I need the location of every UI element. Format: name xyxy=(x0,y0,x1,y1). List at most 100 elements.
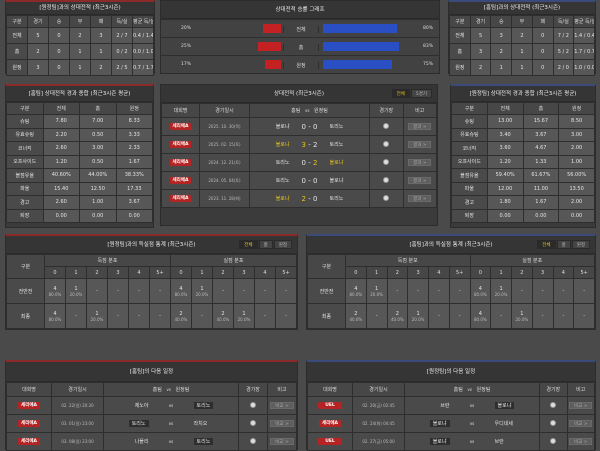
toggle-away[interactable]: 원정 xyxy=(273,240,292,249)
toggle-home[interactable]: 홈 xyxy=(556,240,571,249)
table-cell: 2.33 xyxy=(115,141,153,156)
league-badge[interactable]: 세리에A xyxy=(169,177,192,184)
row-label: 전반전 xyxy=(307,278,346,304)
count: - xyxy=(117,313,119,319)
panel-title: [원정팀]과의 득실점 통계 (최근3시즌) 전체 홈 원정 xyxy=(6,236,297,254)
row-label: 볼점유율 xyxy=(451,168,488,183)
table-cell: 1.4 / 0.4 xyxy=(573,27,595,44)
away-score: 2 xyxy=(312,140,318,149)
league-badge[interactable]: UEL xyxy=(318,402,342,409)
league-badge[interactable]: 세리에A xyxy=(18,402,40,409)
date: 02. 27(금) 05:00 xyxy=(352,432,405,451)
table-cell: 12.00 xyxy=(486,181,524,196)
left-percent: 25% xyxy=(181,44,192,49)
schedule-row: 세리에A 02. 24(화) 04:45 볼로냐 vs 우디네세 비교 > xyxy=(307,414,595,433)
table-cell: 0.00 xyxy=(522,208,560,223)
league-badge[interactable]: 세리에A xyxy=(169,141,192,148)
compare-button[interactable]: 비교 > xyxy=(569,438,593,445)
percent: 40.0% xyxy=(391,316,404,322)
compare-button[interactable]: 비교 > xyxy=(270,402,294,409)
home-header: 홈팀 xyxy=(453,387,463,393)
home-team: 볼로냐 xyxy=(249,189,290,208)
table-cell: - xyxy=(573,278,595,304)
count: 2 xyxy=(354,310,358,317)
table-cell: - xyxy=(552,278,575,304)
header-row: 대회명 경기일시 홈팀 vs 원정팀 경기장 비고 xyxy=(307,382,595,397)
count: 1 xyxy=(95,310,99,317)
toggle-5games[interactable]: 5경기 xyxy=(410,89,432,98)
column-header: 홈팀 vs 원정팀 xyxy=(103,382,239,397)
count: - xyxy=(562,288,565,294)
row-label: 볼점유율 xyxy=(6,168,44,183)
percent: 20.0% xyxy=(90,316,104,322)
column-header: 전체 xyxy=(486,102,524,115)
league-badge[interactable]: 세리에A xyxy=(18,438,40,445)
result-button[interactable]: 결과 > xyxy=(408,195,432,202)
toggle-all[interactable]: 전체 xyxy=(391,89,410,98)
table-cell: 0.50 xyxy=(79,127,117,142)
toggle-all[interactable]: 전체 xyxy=(239,240,258,249)
header-row: 구분 경기 승 무 패 득/실 평균 득/실 xyxy=(6,15,154,28)
compare-button[interactable]: 비교 > xyxy=(569,402,593,409)
header-row: 대회명 경기일시 홈팀 vs 원정팀 경기장 비고 xyxy=(161,103,437,118)
column-header: 원정 xyxy=(115,102,153,115)
league-badge[interactable]: 세리에A xyxy=(169,123,192,130)
result-button[interactable]: 결과 > xyxy=(408,123,432,130)
header-row: 구분 득점 분포 실점 분포 xyxy=(6,254,297,279)
bucket-header: 5+ xyxy=(448,266,471,279)
percent: 40.0% xyxy=(349,316,363,322)
table-cell: 61.67% xyxy=(522,168,560,183)
column-header: 대회명 xyxy=(307,382,353,397)
bucket-header: 3 xyxy=(407,266,429,279)
vs-label: vs xyxy=(449,432,495,451)
table-cell: 13.00 xyxy=(486,114,524,129)
result-button[interactable]: 결과 > xyxy=(408,141,432,148)
stadium-cell xyxy=(539,432,568,451)
row-label: 전반전 xyxy=(6,278,45,304)
count: - xyxy=(583,313,586,319)
league-badge[interactable]: UEL xyxy=(318,438,342,445)
table-cell: - xyxy=(254,303,276,329)
panel-title: 상대전적 (최근3시즌) 전체 5경기 xyxy=(161,85,437,103)
table-cell: 2.20 xyxy=(42,127,80,142)
league-cell: 세리에A xyxy=(161,189,200,208)
table-cell: 3.40 xyxy=(486,127,524,142)
table-cell: - xyxy=(531,278,554,304)
column-header: 홈팀 vs 원정팀 xyxy=(404,382,540,397)
league-badge[interactable]: 세리에A xyxy=(18,420,40,427)
table-cell: - xyxy=(128,278,150,304)
table-cell: 11.00 xyxy=(522,181,560,196)
panel-title: [원정팀]과의 상대전적 (최근3시즌) xyxy=(6,2,154,15)
table-row: 파울 15.40 12.50 17.33 xyxy=(6,181,153,196)
toggle-away[interactable]: 원정 xyxy=(571,240,590,249)
result-button[interactable]: 결과 > xyxy=(408,177,432,184)
count: 2 xyxy=(395,310,399,317)
league-badge[interactable]: 세리에A xyxy=(169,159,192,166)
result-button[interactable]: 결과 > xyxy=(408,159,432,166)
score: 3 - 2 xyxy=(289,135,330,154)
table-row: 코너킥 2.60 3.00 2.33 xyxy=(6,141,153,156)
bucket-header: 3 xyxy=(531,266,554,279)
toggle-home[interactable]: 홈 xyxy=(258,240,273,249)
bucket-header: 3 xyxy=(107,266,129,279)
count: - xyxy=(437,288,440,294)
compare-button[interactable]: 비교 > xyxy=(270,420,294,427)
note-cell: 결과 > xyxy=(402,171,437,190)
column-header: 경기장 xyxy=(238,382,268,397)
count: - xyxy=(417,288,420,294)
compare-button[interactable]: 비교 > xyxy=(270,438,294,445)
table-row: 볼점유율 40.60% 44.00% 38.33% xyxy=(6,168,153,183)
score: 0 - 2 xyxy=(289,153,330,172)
table-cell: 1 20.0% xyxy=(511,303,533,329)
vs-header: vs xyxy=(304,108,310,113)
stadium-icon xyxy=(383,158,390,165)
compare-button[interactable]: 비교 > xyxy=(569,420,593,427)
table-cell: 2 xyxy=(69,27,91,44)
table-cell: 0 xyxy=(531,27,554,44)
toggle-all[interactable]: 전체 xyxy=(537,240,556,249)
away-cell: 토리노 xyxy=(193,396,239,415)
league-badge[interactable]: 세리에A xyxy=(169,195,192,202)
goals-title: [원정팀]과의 득실점 통계 (최근3시즌) xyxy=(107,242,196,248)
league-badge[interactable]: 세리에A xyxy=(319,420,341,427)
stadium-cell xyxy=(369,135,404,154)
